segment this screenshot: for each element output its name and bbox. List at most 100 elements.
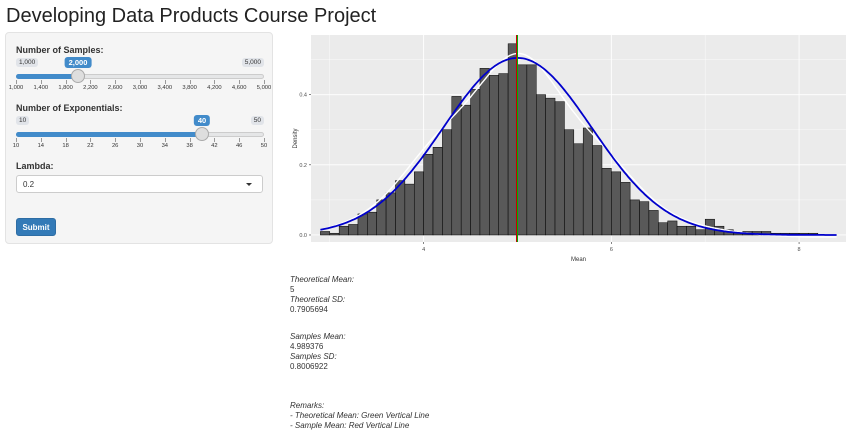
- samples-tick-mark: [264, 80, 265, 84]
- samples-tick-mark: [140, 80, 141, 84]
- histogram-bar: [629, 199, 640, 236]
- samples-min-label: 1,000: [16, 58, 39, 67]
- histogram-bar: [479, 68, 490, 236]
- sample-sd-label: Samples SD:: [290, 352, 337, 361]
- sidebar-panel: Number of Samples: 1,000 5,000 2,000 1,0…: [5, 32, 273, 244]
- exponentials-slider[interactable]: 10 50 40 10 14 18 22 26 30 34 38 42 46 50: [12, 115, 267, 162]
- theoretical-sd-value: 0.7905694: [290, 305, 328, 314]
- exponentials-tick-mark: [164, 138, 166, 142]
- exponentials-tick-mark: [264, 138, 265, 142]
- exponentials-tick-label: 38: [186, 143, 193, 149]
- histogram-bar: [470, 89, 481, 236]
- histogram-bar: [423, 154, 434, 236]
- histogram-bar: [620, 182, 631, 236]
- histogram-bar: [658, 222, 668, 236]
- theoretical-sd-label: Theoretical SD:: [290, 295, 346, 304]
- exponentials-tick-mark: [16, 138, 17, 142]
- histogram-bar: [667, 220, 678, 236]
- samples-tick-label: 2,600: [107, 85, 123, 91]
- histogram-bar: [526, 64, 537, 236]
- samples-tick-mark: [164, 80, 166, 84]
- x-tick-label: 6: [610, 247, 613, 253]
- exponentials-tick-label: 26: [111, 143, 119, 149]
- exponentials-slider-handle[interactable]: [195, 127, 209, 141]
- histogram-bars: [320, 43, 819, 236]
- samples-tick-label: 4,600: [231, 85, 247, 91]
- submit-button[interactable]: Submit: [16, 218, 56, 236]
- histogram-bar: [648, 210, 659, 236]
- histogram-bar: [676, 225, 687, 236]
- normal-curve: [320, 56, 837, 236]
- theoretical-stats: Theoretical Mean: 5 Theoretical SD: 0.79…: [290, 275, 354, 314]
- exponentials-tick-label: 14: [37, 143, 45, 149]
- exponentials-slider-fill: [16, 132, 202, 137]
- samples-tick-mark: [16, 80, 17, 84]
- exponentials-value-label: 40: [193, 115, 211, 126]
- exponentials-tick-label: 10: [12, 143, 20, 149]
- histogram-bar: [404, 183, 415, 236]
- histogram-bar: [611, 171, 621, 236]
- exponentials-tick-label: 46: [235, 143, 243, 149]
- histogram-bar: [639, 201, 650, 236]
- histogram-bar: [460, 104, 471, 236]
- sample-stats: Samples Mean: 4.989376 Samples SD: 0.800…: [290, 332, 346, 371]
- samples-tick-label: 1,800: [58, 85, 73, 91]
- exponentials-tick-mark: [214, 138, 216, 142]
- x-axis-label: Mean: [571, 257, 586, 263]
- histogram-bar: [601, 168, 612, 236]
- samples-slider-fill: [16, 74, 78, 79]
- exponentials-min-label: 10: [16, 116, 30, 125]
- samples-tick-label: 3,000: [132, 85, 148, 91]
- samples-value-label: 2,000: [64, 57, 92, 68]
- samples-tick-label: 3,400: [157, 85, 173, 91]
- samples-max-label: 5,000: [241, 58, 264, 67]
- exponentials-tick-mark: [90, 138, 92, 142]
- exponentials-tick-label: 42: [211, 143, 218, 149]
- remarks-label: Remarks:: [290, 401, 325, 410]
- samples-slider[interactable]: 1,000 5,000 2,000 1,000 1,400 1,800 2,200 2,…: [9, 57, 271, 104]
- exponentials-tick-mark: [239, 138, 241, 142]
- theoretical-mean-value: 5: [290, 285, 295, 294]
- lambda-select[interactable]: 0.2: [16, 175, 263, 193]
- samples-tick-label: 5,000: [256, 85, 272, 91]
- samples-slider-handle[interactable]: [71, 69, 85, 83]
- sample-sd-value: 0.8006922: [290, 362, 328, 371]
- exponentials-tick-label: 22: [87, 143, 94, 149]
- exponentials-tick-mark: [189, 138, 191, 142]
- histogram-bar: [413, 171, 424, 236]
- samples-tick-mark: [115, 80, 117, 84]
- samples-label: Number of Samples:: [16, 45, 104, 55]
- histogram-bar: [686, 225, 697, 236]
- sample-mean-value: 4.989376: [290, 342, 324, 351]
- histogram-bar: [695, 229, 706, 236]
- histogram-bar: [338, 225, 349, 236]
- histogram-bar: [536, 94, 546, 236]
- exponentials-tick-mark: [115, 138, 117, 142]
- histogram-bar: [442, 129, 453, 236]
- samples-tick-mark: [90, 80, 92, 84]
- samples-tick-label: 2,200: [83, 85, 98, 91]
- histogram-bar: [545, 97, 556, 236]
- histogram-bar: [564, 129, 575, 236]
- histogram-bar: [573, 143, 584, 236]
- exponentials-label: Number of Exponentials:: [16, 103, 123, 113]
- samples-tick-mark: [214, 80, 216, 84]
- histogram-bar: [320, 231, 331, 236]
- lambda-label: Lambda:: [16, 161, 54, 171]
- chevron-down-icon: [246, 183, 252, 186]
- exponentials-tick-label: 34: [161, 143, 169, 149]
- histogram-bar: [329, 232, 340, 236]
- exponentials-max-label: 50: [250, 116, 264, 125]
- sample-mean-label: Samples Mean:: [290, 332, 346, 341]
- samples-tick-label: 1,000: [8, 85, 24, 91]
- exponentials-tick-mark: [40, 138, 42, 142]
- histogram-bar: [582, 127, 593, 236]
- histogram-bar: [385, 192, 396, 236]
- x-tick-label: 4: [422, 247, 425, 253]
- page-title: Developing Data Products Course Project: [6, 5, 377, 27]
- samples-tick-label: 4,200: [207, 85, 222, 91]
- remark-red-line: - Sample Mean: Red Vertical Line: [290, 421, 410, 430]
- samples-tick-mark: [40, 80, 42, 84]
- histogram-bar: [367, 211, 377, 236]
- samples-tick-mark: [189, 80, 191, 84]
